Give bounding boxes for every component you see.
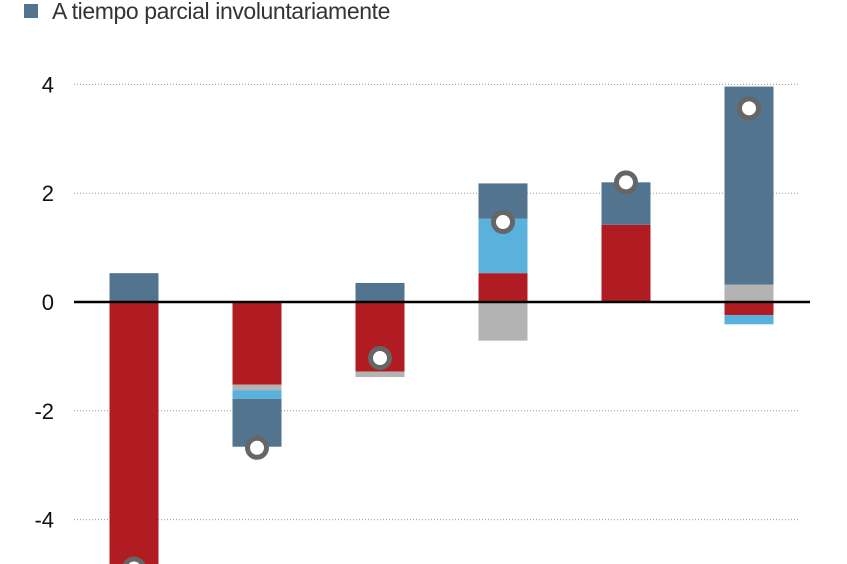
grid-lines bbox=[74, 83, 798, 521]
y-tick-label: 4 bbox=[42, 72, 54, 97]
bar-segment bbox=[724, 315, 774, 325]
net-change-marker bbox=[368, 346, 392, 371]
net-change-marker bbox=[614, 170, 638, 195]
bar-segment bbox=[355, 371, 405, 378]
y-tick-label: 2 bbox=[42, 181, 54, 206]
bar-segment bbox=[109, 302, 159, 564]
bar-groups bbox=[109, 86, 774, 564]
legend-swatch bbox=[24, 4, 38, 18]
net-change-marker bbox=[491, 210, 515, 235]
legend: A tiempo parcial involuntariamente bbox=[24, 0, 390, 26]
bar-group bbox=[478, 183, 528, 341]
bar-segment bbox=[355, 282, 405, 302]
bar-segment bbox=[232, 390, 282, 399]
y-tick-label: -4 bbox=[34, 508, 54, 533]
net-change-marker bbox=[245, 435, 269, 460]
bar-segment bbox=[232, 302, 282, 385]
bar-segment bbox=[601, 224, 651, 302]
bar-segment bbox=[478, 302, 528, 341]
bar-group bbox=[601, 182, 651, 302]
bar-segment bbox=[724, 284, 774, 302]
net-change-marker bbox=[737, 96, 761, 121]
bar-segment bbox=[724, 302, 774, 316]
net-change-marker bbox=[122, 556, 146, 564]
bar-segment bbox=[109, 273, 159, 302]
bar-group bbox=[109, 273, 159, 564]
legend-label: A tiempo parcial involuntariamente bbox=[52, 0, 390, 24]
bar-group bbox=[724, 86, 774, 325]
y-tick-labels: 4 2 0 -2 -4 bbox=[34, 72, 54, 532]
y-tick-label: -2 bbox=[34, 399, 54, 424]
net-markers bbox=[122, 96, 761, 564]
bar-segment bbox=[478, 273, 528, 302]
bar-group bbox=[232, 302, 282, 447]
y-tick-label: 0 bbox=[42, 290, 54, 315]
bar-segment bbox=[232, 384, 282, 391]
